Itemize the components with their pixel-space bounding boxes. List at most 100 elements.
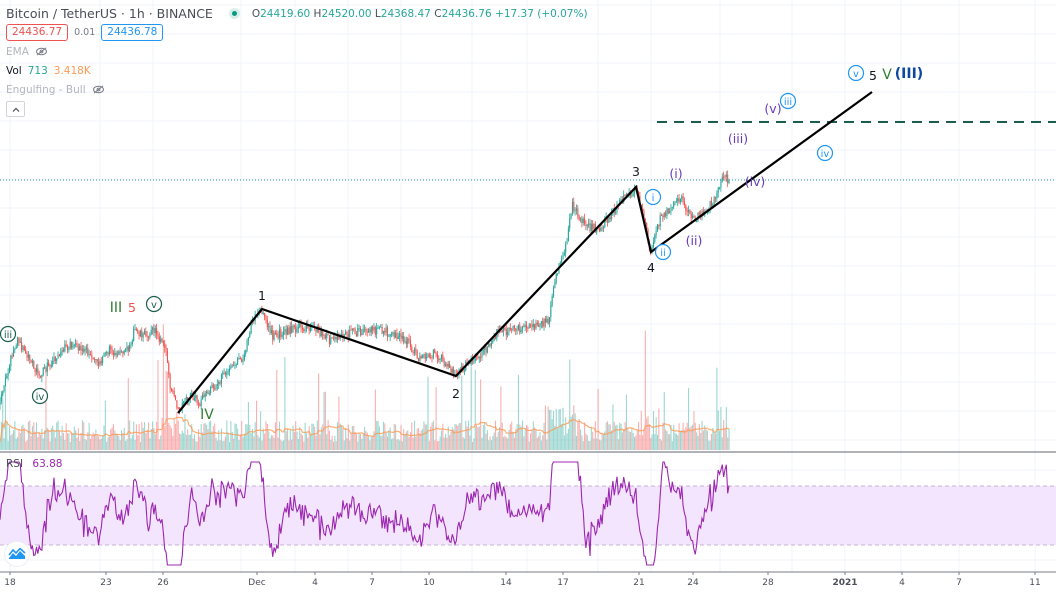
time-axis-label: 10	[423, 578, 435, 588]
svg-text:IV: IV	[200, 407, 214, 423]
ema-label[interactable]: EMA	[6, 45, 29, 58]
low-value: 24368.47	[380, 7, 431, 20]
wave-label[interactable]: iii	[0, 325, 17, 343]
svg-text:(i): (i)	[669, 166, 682, 181]
close-value: 24436.76	[441, 7, 492, 20]
wave-label[interactable]: v	[145, 295, 163, 313]
svg-text:iii: iii	[4, 330, 12, 341]
time-axis[interactable]: 18 23 26 Dec 4 7 10 14 17 21 24 28 2021 4 7 11	[4, 572, 1041, 588]
volume-label[interactable]: Vol	[6, 64, 22, 77]
grid-lines	[0, 0, 1056, 572]
symbol-title[interactable]: Bitcoin / TetherUS · 1h · BINANCE	[6, 5, 213, 21]
wave-label[interactable]: (III)	[895, 66, 923, 82]
low-label: L	[374, 7, 381, 20]
chevron-up-icon	[12, 107, 19, 112]
volume-ma-value: 3.418K	[53, 64, 91, 77]
wave-label[interactable]: i	[644, 188, 662, 206]
time-axis-label: 7	[956, 578, 962, 588]
wave-label[interactable]: iv	[816, 144, 834, 162]
rsi-band	[0, 486, 1056, 545]
svg-text:4: 4	[647, 260, 655, 275]
time-axis-label: 21	[633, 578, 644, 588]
time-axis-label: 4	[899, 578, 905, 588]
time-axis-label: 17	[557, 578, 568, 588]
wave-label[interactable]: iii	[779, 92, 797, 110]
open-value: 24419.60	[260, 7, 311, 20]
collapse-legend-button[interactable]	[6, 101, 25, 117]
wave-label[interactable]: v	[847, 64, 865, 82]
svg-text:iii: iii	[784, 97, 792, 108]
time-axis-label: 7	[369, 578, 375, 588]
close-label: C	[434, 7, 442, 20]
time-axis-label: Dec	[248, 578, 265, 588]
wave-label[interactable]: (iv)	[745, 174, 766, 189]
eye-hidden-icon[interactable]	[92, 85, 105, 94]
wave-label[interactable]: 1	[258, 288, 266, 303]
svg-text:2: 2	[452, 386, 460, 401]
time-axis-label: 28	[762, 578, 774, 588]
time-axis-label: 24	[687, 578, 699, 588]
wave-label[interactable]: (i)	[669, 166, 682, 181]
time-axis-label: 23	[100, 578, 111, 588]
tradingview-logo[interactable]	[5, 542, 29, 566]
high-value: 24520.00	[321, 7, 372, 20]
time-axis-label: 4	[312, 578, 318, 588]
eye-hidden-icon[interactable]	[35, 47, 48, 56]
svg-text:3: 3	[632, 164, 640, 179]
svg-text:5: 5	[128, 300, 136, 315]
wave-label[interactable]: 3	[632, 164, 640, 179]
high-label: H	[313, 7, 322, 20]
svg-text:(v): (v)	[764, 101, 781, 116]
spread-value: 0.01	[74, 26, 96, 38]
svg-text:ii: ii	[660, 248, 666, 259]
chart-legend: Bitcoin / TetherUS · 1h · BINANCE O24419…	[6, 4, 588, 117]
wave-label[interactable]: 4	[647, 260, 655, 275]
svg-text:1: 1	[258, 288, 266, 303]
svg-text:III: III	[110, 300, 122, 316]
rsi-legend[interactable]: RSI 63.88	[6, 458, 62, 470]
time-axis-label: 26	[157, 578, 169, 588]
buy-price-button[interactable]: 24436.78	[101, 24, 164, 41]
rsi-value: 63.88	[32, 458, 63, 470]
svg-text:V: V	[882, 67, 892, 83]
svg-text:i: i	[652, 193, 655, 204]
svg-text:v: v	[151, 300, 157, 311]
rsi-label: RSI	[6, 458, 24, 470]
engulfing-label[interactable]: Engulfing - Bull	[6, 83, 86, 96]
wave-label[interactable]: 5	[869, 68, 877, 83]
wave-label[interactable]: 5	[128, 300, 136, 315]
volume-bars	[0, 324, 730, 450]
sell-price-button[interactable]: 24436.77	[6, 24, 69, 41]
elliott-wave-lines[interactable]	[177, 91, 873, 414]
time-axis-label: 18	[4, 578, 16, 588]
volume-ma-line	[0, 416, 730, 443]
volume-value: 713	[27, 64, 48, 77]
wave-label[interactable]: IV	[200, 407, 214, 423]
wave-label[interactable]: (iii)	[728, 131, 748, 146]
svg-text:5: 5	[869, 68, 877, 83]
wave-label[interactable]: 2	[452, 386, 460, 401]
wave-label[interactable]: V	[882, 67, 892, 83]
svg-text:(iv): (iv)	[745, 174, 766, 189]
time-axis-label: 2021	[832, 578, 857, 588]
rsi-line	[0, 461, 730, 566]
svg-text:(III): (III)	[895, 66, 923, 82]
wave-label[interactable]: iv	[31, 387, 49, 405]
wave-label[interactable]: (ii)	[686, 233, 703, 248]
open-label: O	[251, 7, 261, 20]
svg-text:iv: iv	[36, 392, 45, 403]
wave-label[interactable]: (v)	[764, 101, 781, 116]
candlesticks	[0, 170, 730, 415]
svg-text:(ii): (ii)	[686, 233, 703, 248]
svg-text:iv: iv	[821, 149, 830, 160]
wave-label[interactable]: III	[110, 300, 122, 316]
market-status-icon[interactable]	[228, 8, 240, 19]
time-axis-label: 11	[1029, 578, 1040, 588]
change-value: +17.37 (+0.07%)	[495, 7, 588, 20]
time-axis-label: 14	[500, 578, 512, 588]
wave-label[interactable]: ii	[654, 243, 672, 261]
svg-text:(iii): (iii)	[728, 131, 748, 146]
